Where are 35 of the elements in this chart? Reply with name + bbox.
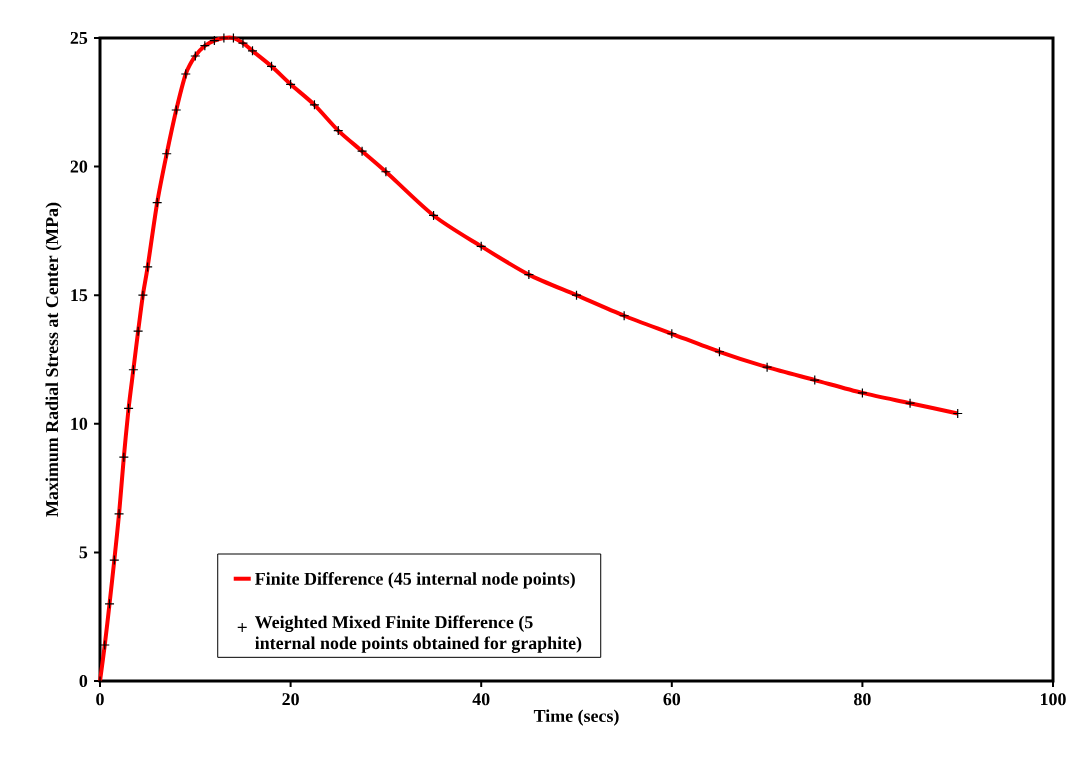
point (109, 555, 120, 566)
point (142, 261, 153, 272)
y-tick-label: 5 (79, 546, 88, 559)
point (190, 50, 201, 62)
point (380, 166, 392, 177)
x-tick-label: 60 (663, 693, 681, 706)
y-tick-label: 10 (71, 417, 88, 430)
x-axis-title: Time (secs) (533, 709, 619, 726)
y-tick-label: 25 (70, 31, 88, 45)
y-tick-label: 15 (71, 289, 88, 302)
legend-label: Weighted Mixed Finite Difference (5 internal node points obtained for graphite) (254, 615, 582, 653)
x-tick-label: 100 (1041, 693, 1066, 706)
legend-label: Finite Difference (45 internal node points) (255, 572, 575, 589)
point (857, 387, 868, 399)
point (218, 32, 229, 44)
y-tick-label: 0 (79, 674, 88, 688)
point (133, 326, 144, 337)
point (356, 146, 368, 157)
x-tick-label: 20 (282, 693, 299, 706)
point (180, 68, 191, 80)
point (171, 104, 182, 116)
x-tick-label: 40 (472, 693, 490, 706)
point (309, 99, 320, 110)
point (809, 374, 820, 386)
point (237, 38, 249, 49)
point (762, 362, 773, 373)
point (137, 290, 148, 301)
point (113, 508, 125, 519)
y-tick-label: 20 (70, 160, 88, 173)
point (228, 32, 239, 44)
x-tick-label: 80 (854, 693, 871, 706)
point (904, 398, 916, 409)
x-tick-label: 0 (96, 693, 104, 706)
point (523, 269, 534, 280)
y-axis-title: Maximum Radial Stress at Center (MPa) (45, 202, 62, 517)
